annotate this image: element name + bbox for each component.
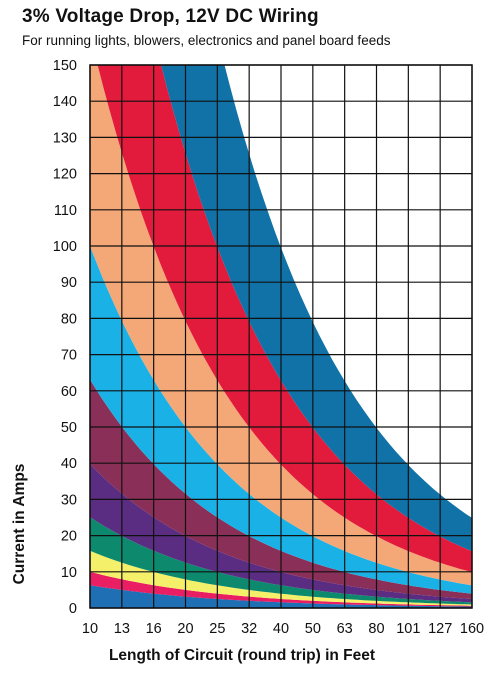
y-tick-label: 90 [61, 275, 77, 291]
x-tick-label: 50 [305, 621, 321, 637]
y-tick-label: 150 [53, 58, 77, 74]
x-axis-ticks: 10 13 16 20 25 32 40 50 63 80 101 127 160 [82, 621, 484, 637]
plot-border [89, 64, 473, 609]
x-tick-label: 80 [368, 621, 384, 637]
x-tick-label: 32 [241, 621, 257, 637]
x-tick-label: 40 [273, 621, 289, 637]
wire-band-10 [161, 65, 472, 552]
wire-band-9 [97, 65, 472, 573]
x-tick-label: 63 [337, 621, 353, 637]
y-tick-label: 110 [54, 203, 77, 219]
x-tick-label: 127 [428, 621, 452, 637]
y-tick-label: 60 [61, 384, 77, 400]
y-tick-label: 20 [61, 529, 77, 545]
x-tick-label: 20 [177, 621, 193, 637]
y-tick-label: 130 [53, 130, 77, 146]
y-axis-title: Current in Amps [11, 464, 28, 585]
x-tick-label: 13 [114, 621, 130, 637]
x-axis-title: Length of Circuit (round trip) in Feet [109, 647, 375, 664]
y-tick-label: 140 [53, 94, 77, 110]
x-tick-label: 25 [209, 621, 225, 637]
y-tick-label: 70 [61, 348, 77, 364]
y-tick-label: 100 [53, 239, 77, 255]
chart-title: 3% Voltage Drop, 12V DC Wiring [22, 6, 319, 27]
y-tick-label: 40 [61, 456, 77, 472]
chart-subtitle: For running lights, blowers, electronics… [22, 33, 391, 48]
y-tick-label: 10 [61, 565, 77, 581]
y-tick-label: 80 [61, 311, 77, 327]
y-tick-label: 120 [53, 167, 77, 183]
grid-lines [89, 64, 473, 609]
y-axis-ticks: 0 10 20 30 40 50 60 70 80 90 100 110 120 130 140 150 [53, 58, 77, 617]
x-tick-label: 16 [146, 621, 162, 637]
x-tick-label: 10 [82, 621, 98, 637]
y-tick-label: 0 [69, 601, 77, 617]
x-tick-label: 160 [460, 621, 484, 637]
x-tick-label: 101 [396, 621, 420, 637]
y-tick-label: 30 [61, 492, 77, 508]
y-tick-label: 50 [61, 420, 77, 436]
